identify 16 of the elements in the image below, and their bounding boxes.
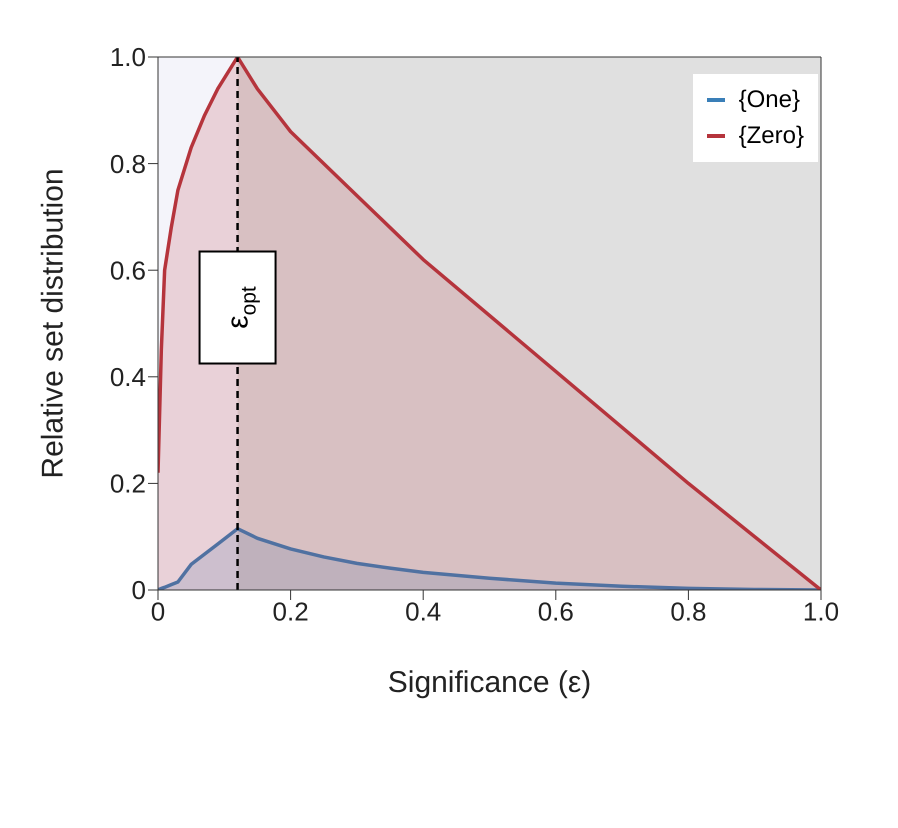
legend-label: {One} (738, 85, 800, 115)
y-tick-label: 0.8 (110, 148, 146, 179)
x-tick-label: 0 (150, 596, 166, 626)
x-tick-label: 1.0 (802, 596, 840, 626)
x-tick-label: 0.4 (405, 596, 442, 626)
y-axis-title: Relative set distribution (36, 168, 70, 479)
x-tick-label: 0.2 (272, 596, 309, 626)
x-tick-label: 0.6 (538, 596, 574, 626)
y-tick-label: 0.4 (110, 362, 146, 392)
y-tick-label: 0.2 (110, 468, 146, 499)
x-axis-title: Significance (ε) (388, 666, 592, 699)
y-tick-label: 0 (132, 575, 146, 606)
x-tick-label: 0.8 (670, 596, 706, 626)
y-tick-label: 1.0 (110, 42, 146, 72)
legend-label: {Zero} (738, 121, 804, 151)
y-tick-label: 0.6 (110, 255, 146, 286)
